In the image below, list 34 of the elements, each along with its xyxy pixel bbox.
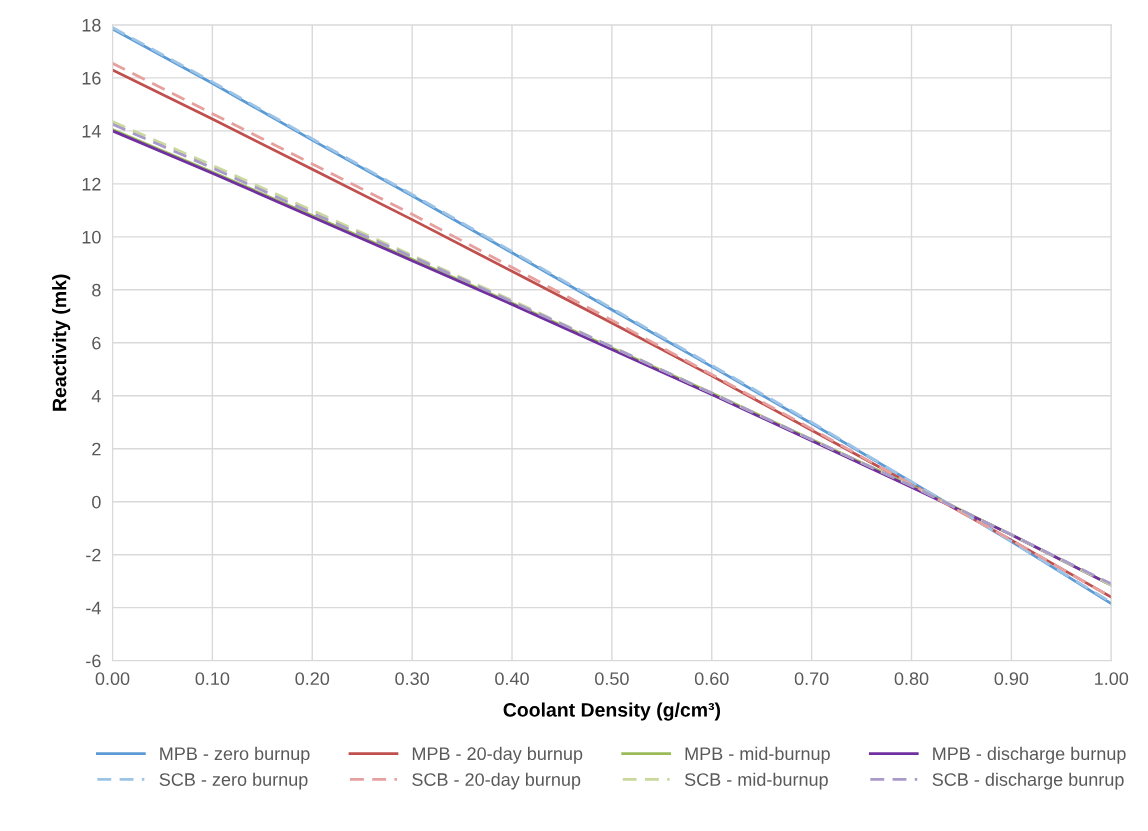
y-tick-label: 6 bbox=[92, 336, 101, 350]
y-tick-label: 14 bbox=[82, 125, 101, 138]
legend-label: MPB - zero burnup bbox=[160, 746, 310, 764]
x-tick-label: 0.20 bbox=[295, 672, 330, 686]
legend-label: SCB - 20-day burnup bbox=[412, 772, 581, 790]
y-tick-label: 4 bbox=[91, 389, 101, 403]
legend-label: SCB - zero burnup bbox=[159, 772, 308, 790]
legend-label: MPB - discharge burnup bbox=[933, 746, 1126, 764]
legend-label: SCB - discharge bunrup bbox=[932, 772, 1124, 790]
x-tick-label: 0.90 bbox=[994, 672, 1029, 686]
x-tick-label: 0.40 bbox=[495, 672, 529, 686]
legend-label: MPB - mid-burnup bbox=[685, 746, 830, 764]
x-tick-label: 0.70 bbox=[794, 672, 829, 686]
legend-label: SCB - mid-burnup bbox=[684, 772, 828, 790]
legend-label: MPB - 20-day burnup bbox=[412, 746, 583, 764]
x-tick-label: 0.60 bbox=[694, 672, 729, 686]
y-tick-label: -6 bbox=[86, 654, 101, 668]
y-tick-label: 10 bbox=[82, 230, 101, 244]
x-tick-label: 0.00 bbox=[95, 672, 130, 686]
y-tick-label: 2 bbox=[92, 442, 101, 456]
y-tick-label: 16 bbox=[82, 71, 101, 85]
x-tick-label: 1.00 bbox=[1095, 672, 1129, 686]
y-tick-label: 18 bbox=[82, 18, 101, 32]
y-tick-label: -2 bbox=[86, 548, 101, 562]
y-tick-label: 12 bbox=[82, 177, 101, 191]
x-tick-label: 0.10 bbox=[195, 672, 230, 686]
y-tick-label: -4 bbox=[86, 601, 101, 615]
x-tick-label: 0.50 bbox=[595, 672, 629, 686]
x-tick-label: 0.30 bbox=[395, 672, 429, 686]
y-tick-label: 8 bbox=[92, 283, 101, 297]
y-tick-label: 0 bbox=[92, 495, 101, 509]
x-tick-label: 0.80 bbox=[894, 672, 929, 686]
x-axis-title: Coolant Density (g/cm³) bbox=[503, 702, 721, 721]
y-axis-title: Reactivity (mk) bbox=[52, 274, 71, 411]
